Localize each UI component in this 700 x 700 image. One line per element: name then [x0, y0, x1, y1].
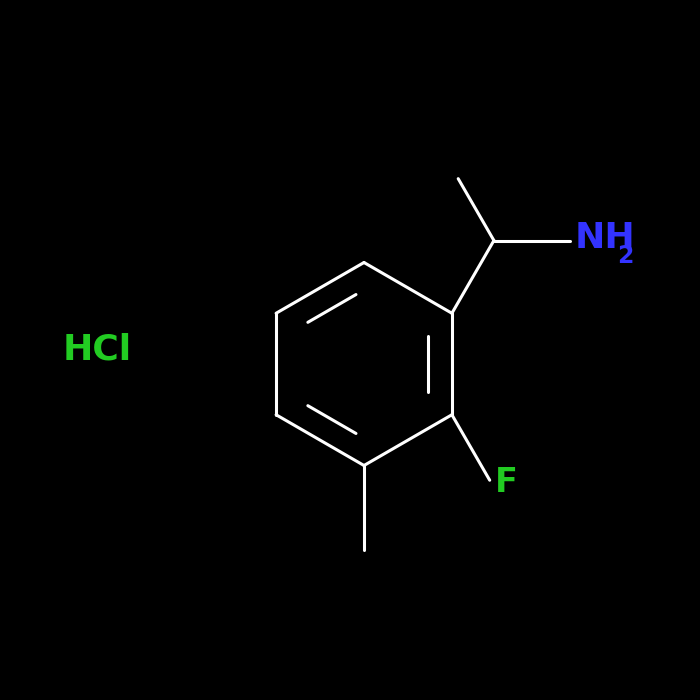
Text: F: F [496, 466, 518, 499]
Text: 2: 2 [617, 244, 634, 268]
Text: NH: NH [575, 221, 636, 255]
Text: HCl: HCl [63, 333, 132, 367]
